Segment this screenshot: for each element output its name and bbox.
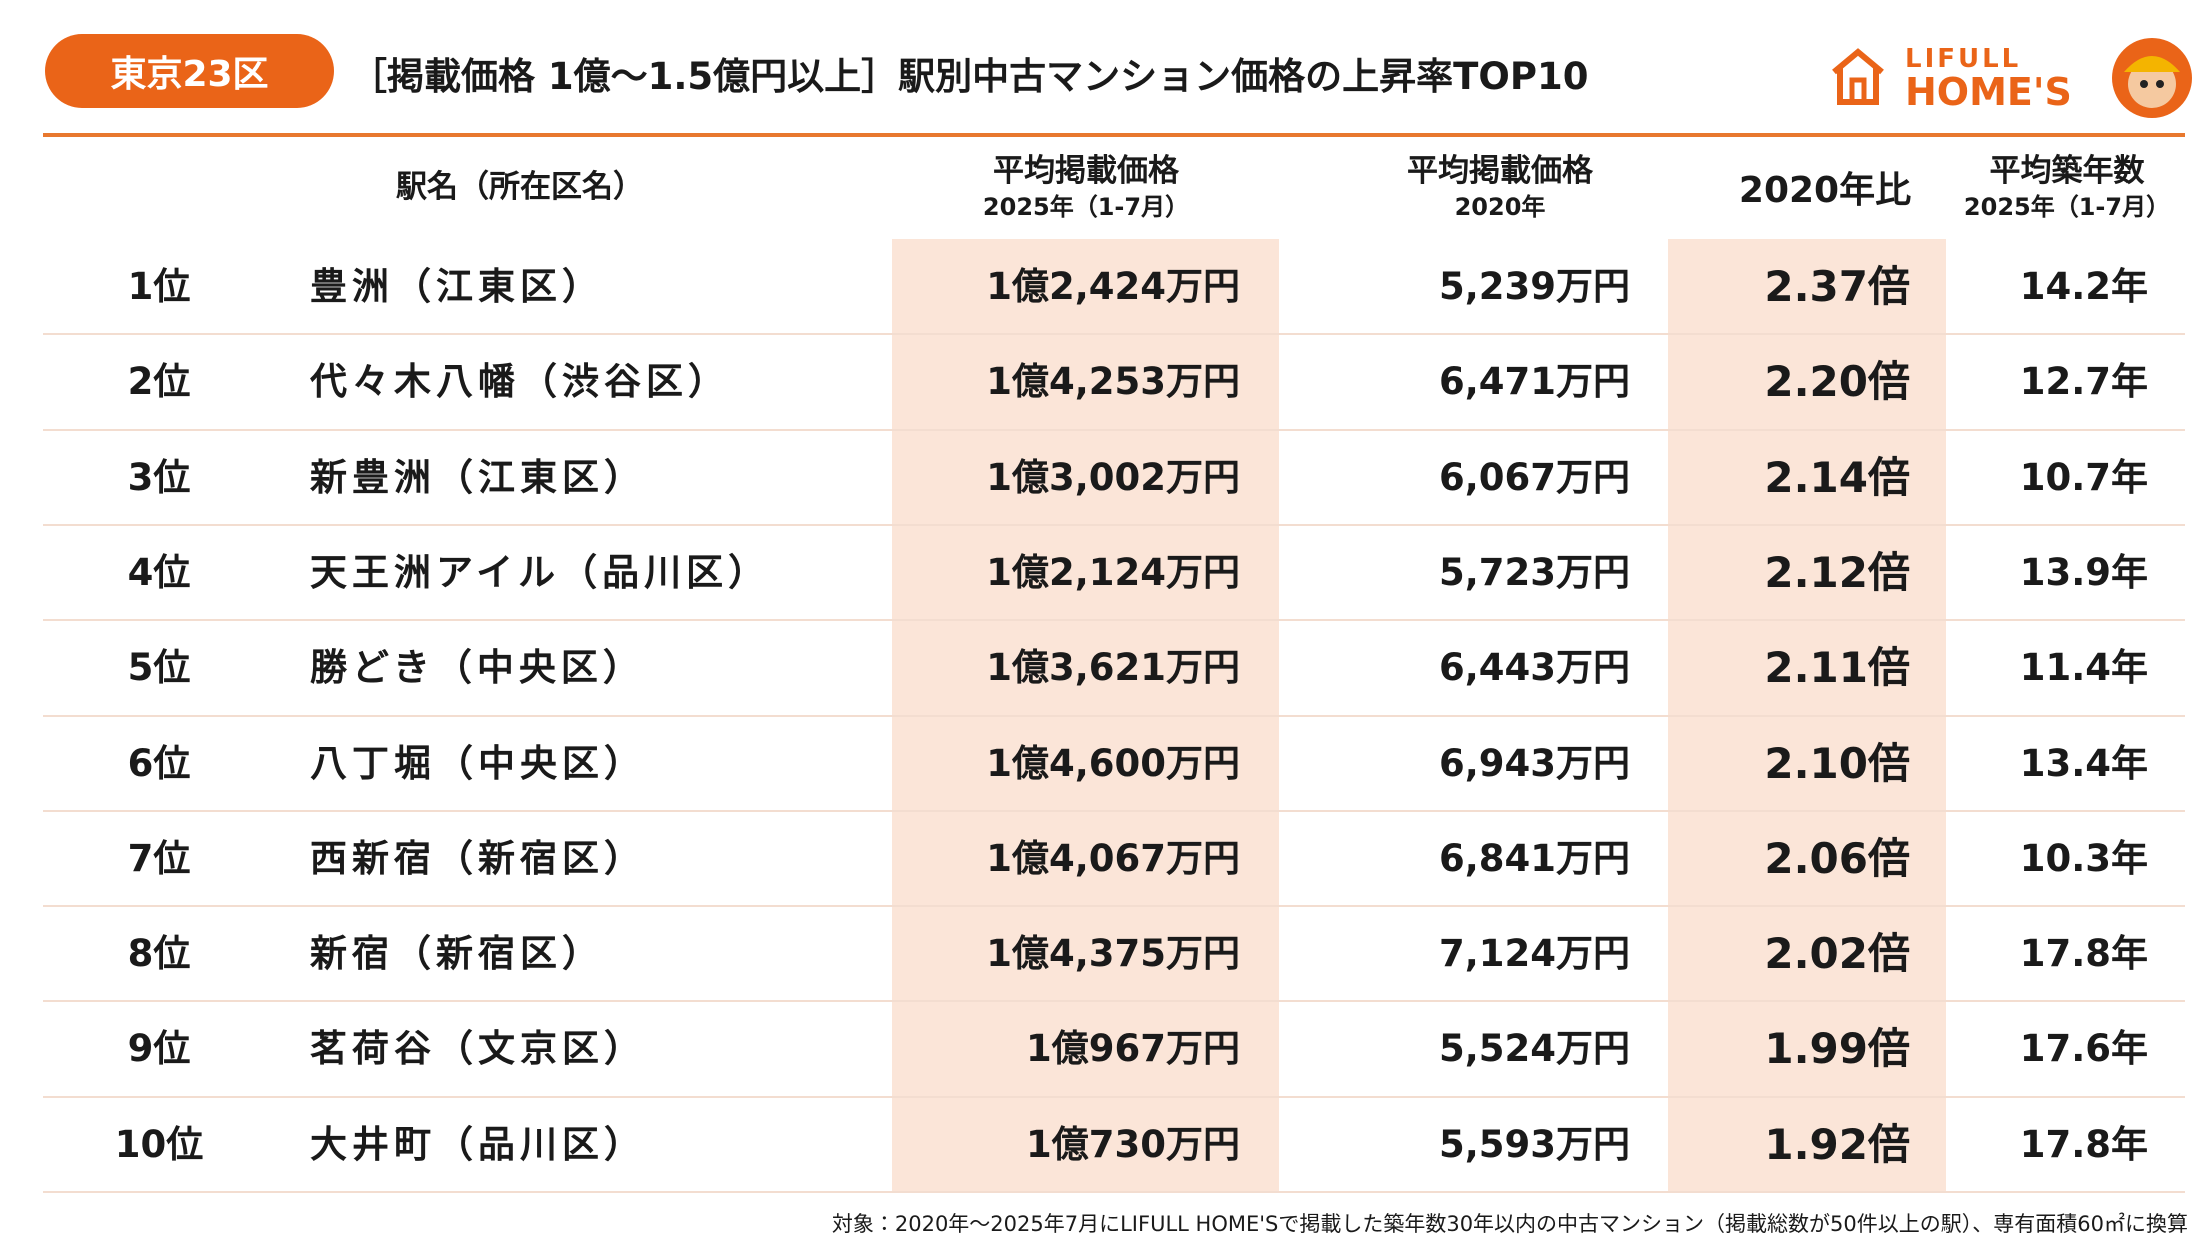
price-2025: 1億4,600万円 — [986, 741, 1240, 785]
station: 天王洲アイル（品川区） — [310, 550, 771, 594]
price-2025: 1億4,067万円 — [986, 836, 1240, 880]
rank: 3位 — [127, 455, 191, 499]
price-2020: 5,524万円 — [1438, 1027, 1630, 1071]
logo-top: LIFULL — [1905, 44, 2022, 74]
logo-icon — [1832, 48, 1884, 105]
rank: 8位 — [127, 932, 191, 976]
station: 勝どき（中央区） — [310, 646, 645, 690]
price-2020: 6,443万円 — [1438, 646, 1630, 690]
price-2025: 1億2,124万円 — [986, 550, 1240, 594]
ratio: 2.37倍 — [1764, 262, 1910, 311]
row-separator — [43, 428, 2185, 431]
price-2020: 6,841万円 — [1438, 836, 1630, 880]
row-separator — [43, 333, 2185, 336]
rank: 6位 — [127, 741, 191, 785]
building-age: 14.2年 — [2019, 265, 2148, 308]
building-age: 17.6年 — [2019, 1027, 2148, 1071]
price-2025: 1億967万円 — [1026, 1027, 1240, 1071]
price-2020: 5,239万円 — [1438, 265, 1630, 308]
building-age: 13.9年 — [2019, 550, 2148, 594]
price-2025: 1億3,002万円 — [986, 455, 1240, 499]
building-age: 17.8年 — [2019, 1122, 2148, 1166]
rank: 7位 — [127, 836, 191, 880]
column-header: 2020年比 — [1738, 170, 1912, 211]
ratio: 2.02倍 — [1764, 929, 1910, 979]
row-separator — [43, 1191, 2185, 1193]
badge: 東京23区 — [45, 34, 334, 108]
title: ［掲載価格 1億〜1.5億円以上］駅別中古マンション価格の上昇率TOP10 — [350, 55, 1589, 98]
header-rule — [43, 133, 2185, 137]
column-header: 2020年 — [1454, 193, 1546, 221]
column-header: 駅名（所在区名） — [396, 169, 644, 205]
ratio: 1.92倍 — [1764, 1119, 1910, 1169]
station: 代々木八幡（渋谷区） — [310, 360, 730, 404]
station: 大井町（品川区） — [310, 1122, 646, 1166]
column-header: 平均築年数 — [1989, 153, 2145, 189]
logo-bottom: HOME'S — [1905, 70, 2072, 114]
building-age: 17.8年 — [2019, 932, 2148, 976]
column-header: 2025年（1-7月） — [1963, 193, 2171, 221]
price-2025: 1億2,424万円 — [986, 265, 1240, 308]
station: 新豊洲（江東区） — [310, 455, 646, 499]
ratio: 2.20倍 — [1764, 357, 1910, 407]
price-2020: 6,471万円 — [1438, 360, 1630, 404]
price-2020: 6,943万円 — [1438, 741, 1630, 785]
row-separator — [43, 523, 2185, 526]
ratio: 2.10倍 — [1764, 738, 1910, 788]
rank: 1位 — [127, 265, 191, 308]
price-2020: 7,124万円 — [1438, 932, 1630, 976]
rank: 9位 — [127, 1027, 191, 1071]
station: 西新宿（新宿区） — [310, 836, 646, 880]
ratio: 2.06倍 — [1764, 833, 1910, 883]
column-header: 平均掲載価格 — [1407, 153, 1593, 189]
footnote: 対象：2020年〜2025年7月にLIFULL HOME'Sで掲載した築年数30… — [831, 1212, 2188, 1236]
building-age: 10.7年 — [2019, 455, 2148, 499]
rank: 5位 — [127, 646, 191, 690]
building-age: 12.7年 — [2019, 360, 2148, 404]
price-2020: 5,593万円 — [1438, 1122, 1630, 1166]
price-2020: 6,067万円 — [1438, 455, 1630, 499]
rank: 10位 — [114, 1122, 204, 1166]
building-age: 11.4年 — [2019, 646, 2148, 690]
building-age: 13.4年 — [2019, 741, 2148, 785]
station: 八丁堀（中央区） — [310, 741, 646, 785]
column-header: 平均掲載価格 — [993, 153, 1179, 189]
ratio: 2.12倍 — [1764, 547, 1910, 597]
price-2025: 1億3,621万円 — [986, 646, 1240, 690]
rank: 2位 — [127, 360, 191, 404]
station: 豊洲（江東区） — [310, 265, 604, 308]
row-separator — [43, 1000, 2185, 1003]
column-header: 2025年（1-7月） — [982, 193, 1190, 221]
row-separator — [43, 1095, 2185, 1098]
row-separator — [43, 714, 2185, 717]
station: 新宿（新宿区） — [310, 932, 604, 976]
price-2025: 1億4,253万円 — [986, 360, 1240, 404]
price-2020: 5,723万円 — [1438, 550, 1630, 594]
price-2025: 1億730万円 — [1026, 1122, 1240, 1166]
building-age: 10.3年 — [2019, 836, 2148, 880]
ratio: 2.11倍 — [1764, 643, 1910, 693]
ratio: 1.99倍 — [1764, 1024, 1910, 1074]
rank: 4位 — [127, 550, 191, 594]
row-separator — [43, 905, 2185, 908]
price-2025: 1億4,375万円 — [986, 932, 1240, 976]
row-separator — [43, 619, 2185, 622]
mascot — [2112, 38, 2192, 118]
row-separator — [43, 809, 2185, 812]
station: 茗荷谷（文京区） — [310, 1027, 646, 1071]
ratio: 2.14倍 — [1764, 452, 1910, 502]
